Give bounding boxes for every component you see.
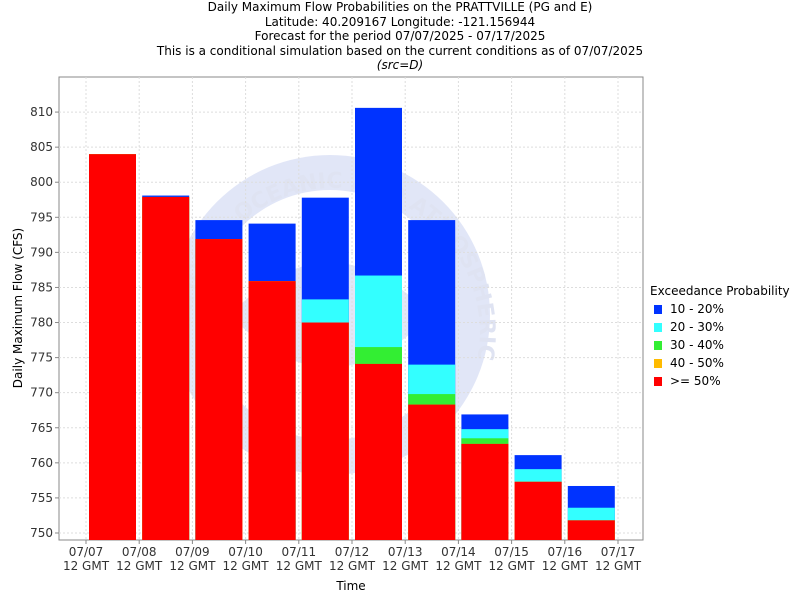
- y-tick-label: 765: [30, 421, 53, 435]
- legend-swatch: [654, 376, 662, 386]
- x-tick-label-date: 07/09: [175, 545, 210, 559]
- bar-50: [408, 404, 456, 540]
- chart-subtitle-period: Forecast for the period 07/07/2025 - 07/…: [254, 29, 546, 43]
- y-tick-label: 810: [30, 105, 53, 119]
- x-tick-label-date: 07/17: [601, 545, 636, 559]
- x-tick-label-date: 07/07: [69, 545, 104, 559]
- bar-50: [89, 154, 136, 540]
- chart-title: Daily Maximum Flow Probabilities on the …: [207, 0, 593, 14]
- x-tick-label-time: 12 GMT: [329, 559, 376, 573]
- legend-item: >= 50%: [650, 372, 790, 390]
- chart-subtitle-location: Latitude: 40.209167 Longitude: -121.1569…: [264, 14, 536, 29]
- legend-item: 20 - 30%: [650, 318, 790, 336]
- chart-title-block: Daily Maximum Flow Probabilities on the …: [0, 0, 800, 73]
- x-tick-label-time: 12 GMT: [276, 559, 323, 573]
- y-tick-label: 805: [30, 140, 53, 154]
- y-tick-label: 760: [30, 456, 53, 470]
- legend: Exceedance Probability 10 - 20% 20 - 30% 3…: [650, 284, 790, 390]
- x-tick-label-time: 12 GMT: [63, 559, 110, 573]
- y-tick-label: 755: [30, 491, 53, 505]
- x-tick-label-time: 12 GMT: [489, 559, 536, 573]
- legend-label: 20 - 30%: [670, 320, 724, 334]
- legend-swatch: [654, 322, 662, 332]
- legend-label: 40 - 50%: [670, 356, 724, 370]
- y-tick-label: 770: [30, 386, 53, 400]
- bar-50: [461, 443, 509, 540]
- legend-item: 40 - 50%: [650, 354, 790, 372]
- legend-item: 10 - 20%: [650, 300, 790, 318]
- x-tick-label-date: 07/14: [441, 545, 476, 559]
- x-tick-label-date: 07/08: [122, 545, 157, 559]
- x-tick-label-time: 12 GMT: [223, 559, 270, 573]
- x-tick-label-date: 07/16: [548, 545, 583, 559]
- y-tick-label: 790: [30, 245, 53, 259]
- bar-50: [567, 520, 615, 540]
- legend-swatch: [654, 340, 662, 350]
- bar-50: [301, 322, 349, 540]
- x-tick-label-time: 12 GMT: [169, 559, 216, 573]
- x-tick-label-date: 07/13: [388, 545, 423, 559]
- legend-label: >= 50%: [670, 374, 721, 388]
- bar-50: [514, 481, 562, 540]
- x-tick-label-time: 12 GMT: [542, 559, 589, 573]
- y-tick-label: 775: [30, 351, 53, 365]
- legend-item: 30 - 40%: [650, 336, 790, 354]
- x-tick-label-date: 07/10: [228, 545, 263, 559]
- chart-subtitle-note: This is a conditional simulation based o…: [156, 43, 644, 58]
- x-tick-label-time: 12 GMT: [116, 559, 163, 573]
- legend-swatch: [654, 358, 662, 368]
- x-tick-label-time: 12 GMT: [435, 559, 482, 573]
- y-tick-label: 795: [30, 210, 53, 224]
- bar-50: [142, 196, 190, 540]
- legend-label: 10 - 20%: [670, 302, 724, 316]
- x-tick-label-date: 07/12: [335, 545, 370, 559]
- x-tick-label-date: 07/11: [282, 545, 317, 559]
- y-tick-label: 750: [30, 526, 53, 540]
- legend-title: Exceedance Probability: [650, 284, 790, 298]
- y-tick-label: 780: [30, 316, 53, 330]
- y-tick-label: 785: [30, 280, 53, 294]
- legend-swatch: [654, 304, 662, 314]
- x-tick-label-time: 12 GMT: [595, 559, 642, 573]
- x-tick-label-date: 07/15: [494, 545, 529, 559]
- bar-50: [195, 239, 243, 541]
- x-axis-label: Time: [335, 579, 365, 593]
- y-axis-label: Daily Maximum Flow (CFS): [11, 228, 25, 388]
- chart-subtitle-source: (src=D): [376, 58, 424, 72]
- bar-50: [248, 281, 296, 540]
- bar-50: [355, 363, 402, 540]
- legend-label: 30 - 40%: [670, 338, 724, 352]
- x-tick-label-time: 12 GMT: [382, 559, 429, 573]
- y-tick-label: 800: [30, 175, 53, 189]
